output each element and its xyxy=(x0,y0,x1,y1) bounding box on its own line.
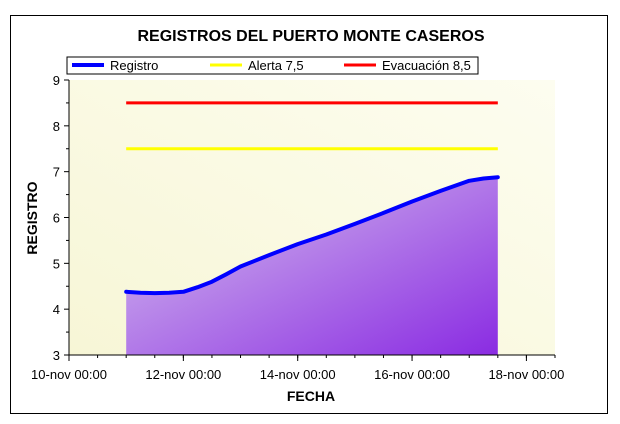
legend: Registro Alerta 7,5 Evacuación 8,5 xyxy=(66,56,479,75)
x-tick-label: 18-nov 00:00 xyxy=(488,367,564,382)
legend-label-alerta: Alerta 7,5 xyxy=(248,58,304,73)
x-tick-label: 16-nov 00:00 xyxy=(374,367,450,382)
y-tick-label: 9 xyxy=(53,73,60,88)
legend-box xyxy=(66,56,479,75)
chart-title: REGISTROS DEL PUERTO MONTE CASEROS xyxy=(137,28,484,45)
legend-label-evacuacion: Evacuación 8,5 xyxy=(382,58,471,73)
y-axis-label: REGISTRO xyxy=(24,181,40,254)
x-axis-label: FECHA xyxy=(287,388,335,404)
x-tick-label: 14-nov 00:00 xyxy=(260,367,336,382)
y-tick-label: 8 xyxy=(53,119,60,134)
registro-line xyxy=(124,175,500,296)
y-tick-label: 3 xyxy=(53,348,60,363)
legend-label-registro: Registro xyxy=(110,58,158,73)
y-tick-label: 6 xyxy=(53,211,60,226)
x-tick-label: 10-nov 00:00 xyxy=(31,367,107,382)
y-tick-label: 4 xyxy=(53,302,60,317)
x-tick-label: 12-nov 00:00 xyxy=(145,367,221,382)
y-tick-label: 5 xyxy=(53,256,60,271)
registro-area xyxy=(126,177,498,355)
y-tick-label: 7 xyxy=(53,165,60,180)
